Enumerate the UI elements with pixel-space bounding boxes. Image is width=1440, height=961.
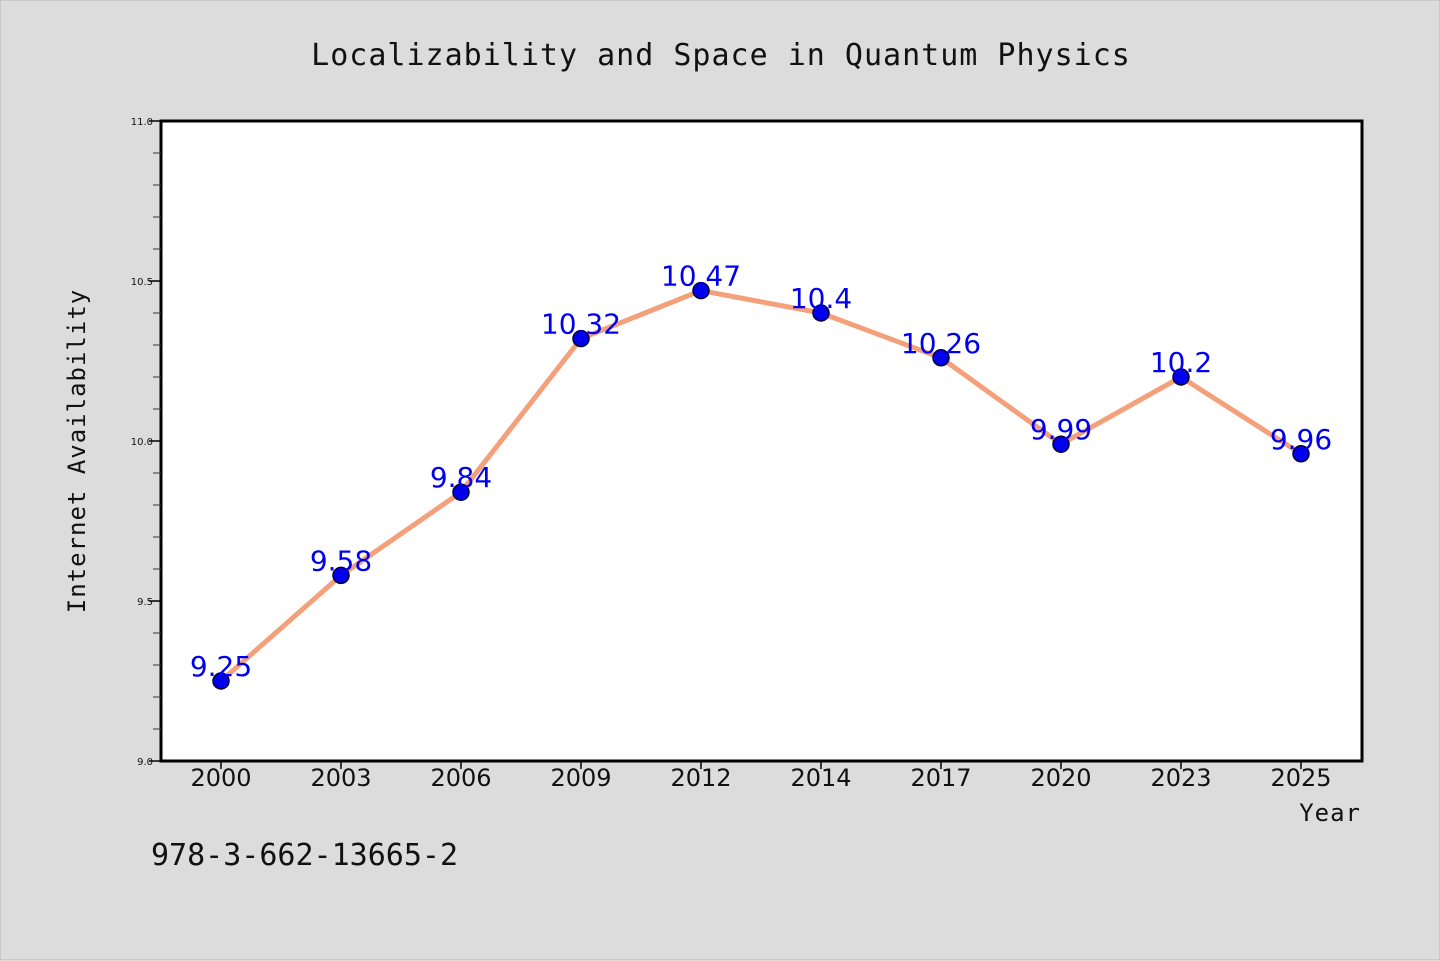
data-point — [1052, 435, 1070, 453]
y-axis-label: Internet Availability — [63, 289, 91, 613]
x-tick-label: 2014 — [790, 764, 851, 792]
x-tick-label: 2023 — [1150, 764, 1211, 792]
data-labels: 9.25 9.58 9.84 10.32 10.47 10.4 10.26 9.99 10.2 9… — [190, 260, 1332, 683]
data-markers — [212, 281, 1310, 690]
series-line — [218, 288, 1304, 684]
data-point — [932, 349, 950, 367]
x-tick-label: 2009 — [550, 764, 611, 792]
isbn-annotation: 978-3-662-13665-2 — [151, 838, 458, 873]
data-point — [1172, 368, 1190, 386]
data-label: 10.26 — [901, 327, 981, 360]
x-tick-label: 2003 — [310, 764, 371, 792]
x-tick-label: 2025 — [1270, 764, 1331, 792]
data-point — [692, 281, 710, 300]
data-label: 10.4 — [790, 282, 852, 315]
data-point — [572, 329, 590, 348]
plot-area — [159, 119, 1364, 763]
x-tick-label: 2000 — [190, 764, 251, 792]
x-tick-label: 2020 — [1030, 764, 1091, 792]
data-point — [1292, 445, 1310, 463]
x-tick-label: 2017 — [910, 764, 971, 792]
data-point — [212, 672, 230, 690]
x-axis-ticks: 2000 2003 2006 2009 2012 2014 2017 2020 2023 2025 — [190, 761, 1332, 792]
data-label: 9.99 — [1030, 413, 1092, 446]
chart-title: Localizability and Space in Quantum Phys… — [311, 38, 1131, 73]
y-tick-label: 9.0 — [137, 757, 153, 768]
data-label: 9.96 — [1270, 423, 1332, 456]
data-point — [332, 566, 350, 585]
data-label: 9.58 — [310, 544, 372, 577]
data-label: 9.84 — [430, 461, 492, 494]
x-tick-label: 2012 — [670, 764, 731, 792]
data-label: 10.2 — [1150, 346, 1212, 379]
y-axis-ticks: 9.0 9.5 10.0 10.5 11.0 — [131, 117, 161, 768]
data-label: 10.32 — [541, 308, 621, 341]
x-tick-label: 2006 — [430, 764, 491, 792]
data-point — [452, 483, 470, 501]
y-tick-label: 11.0 — [131, 117, 153, 128]
data-label: 9.25 — [190, 650, 252, 683]
y-tick-label: 10.5 — [131, 277, 153, 288]
y-tick-label: 9.5 — [137, 597, 153, 608]
x-axis-label: Year — [1299, 799, 1361, 827]
data-point — [812, 304, 830, 322]
y-tick-label: 10.0 — [131, 437, 153, 448]
data-label: 10.47 — [661, 260, 741, 293]
